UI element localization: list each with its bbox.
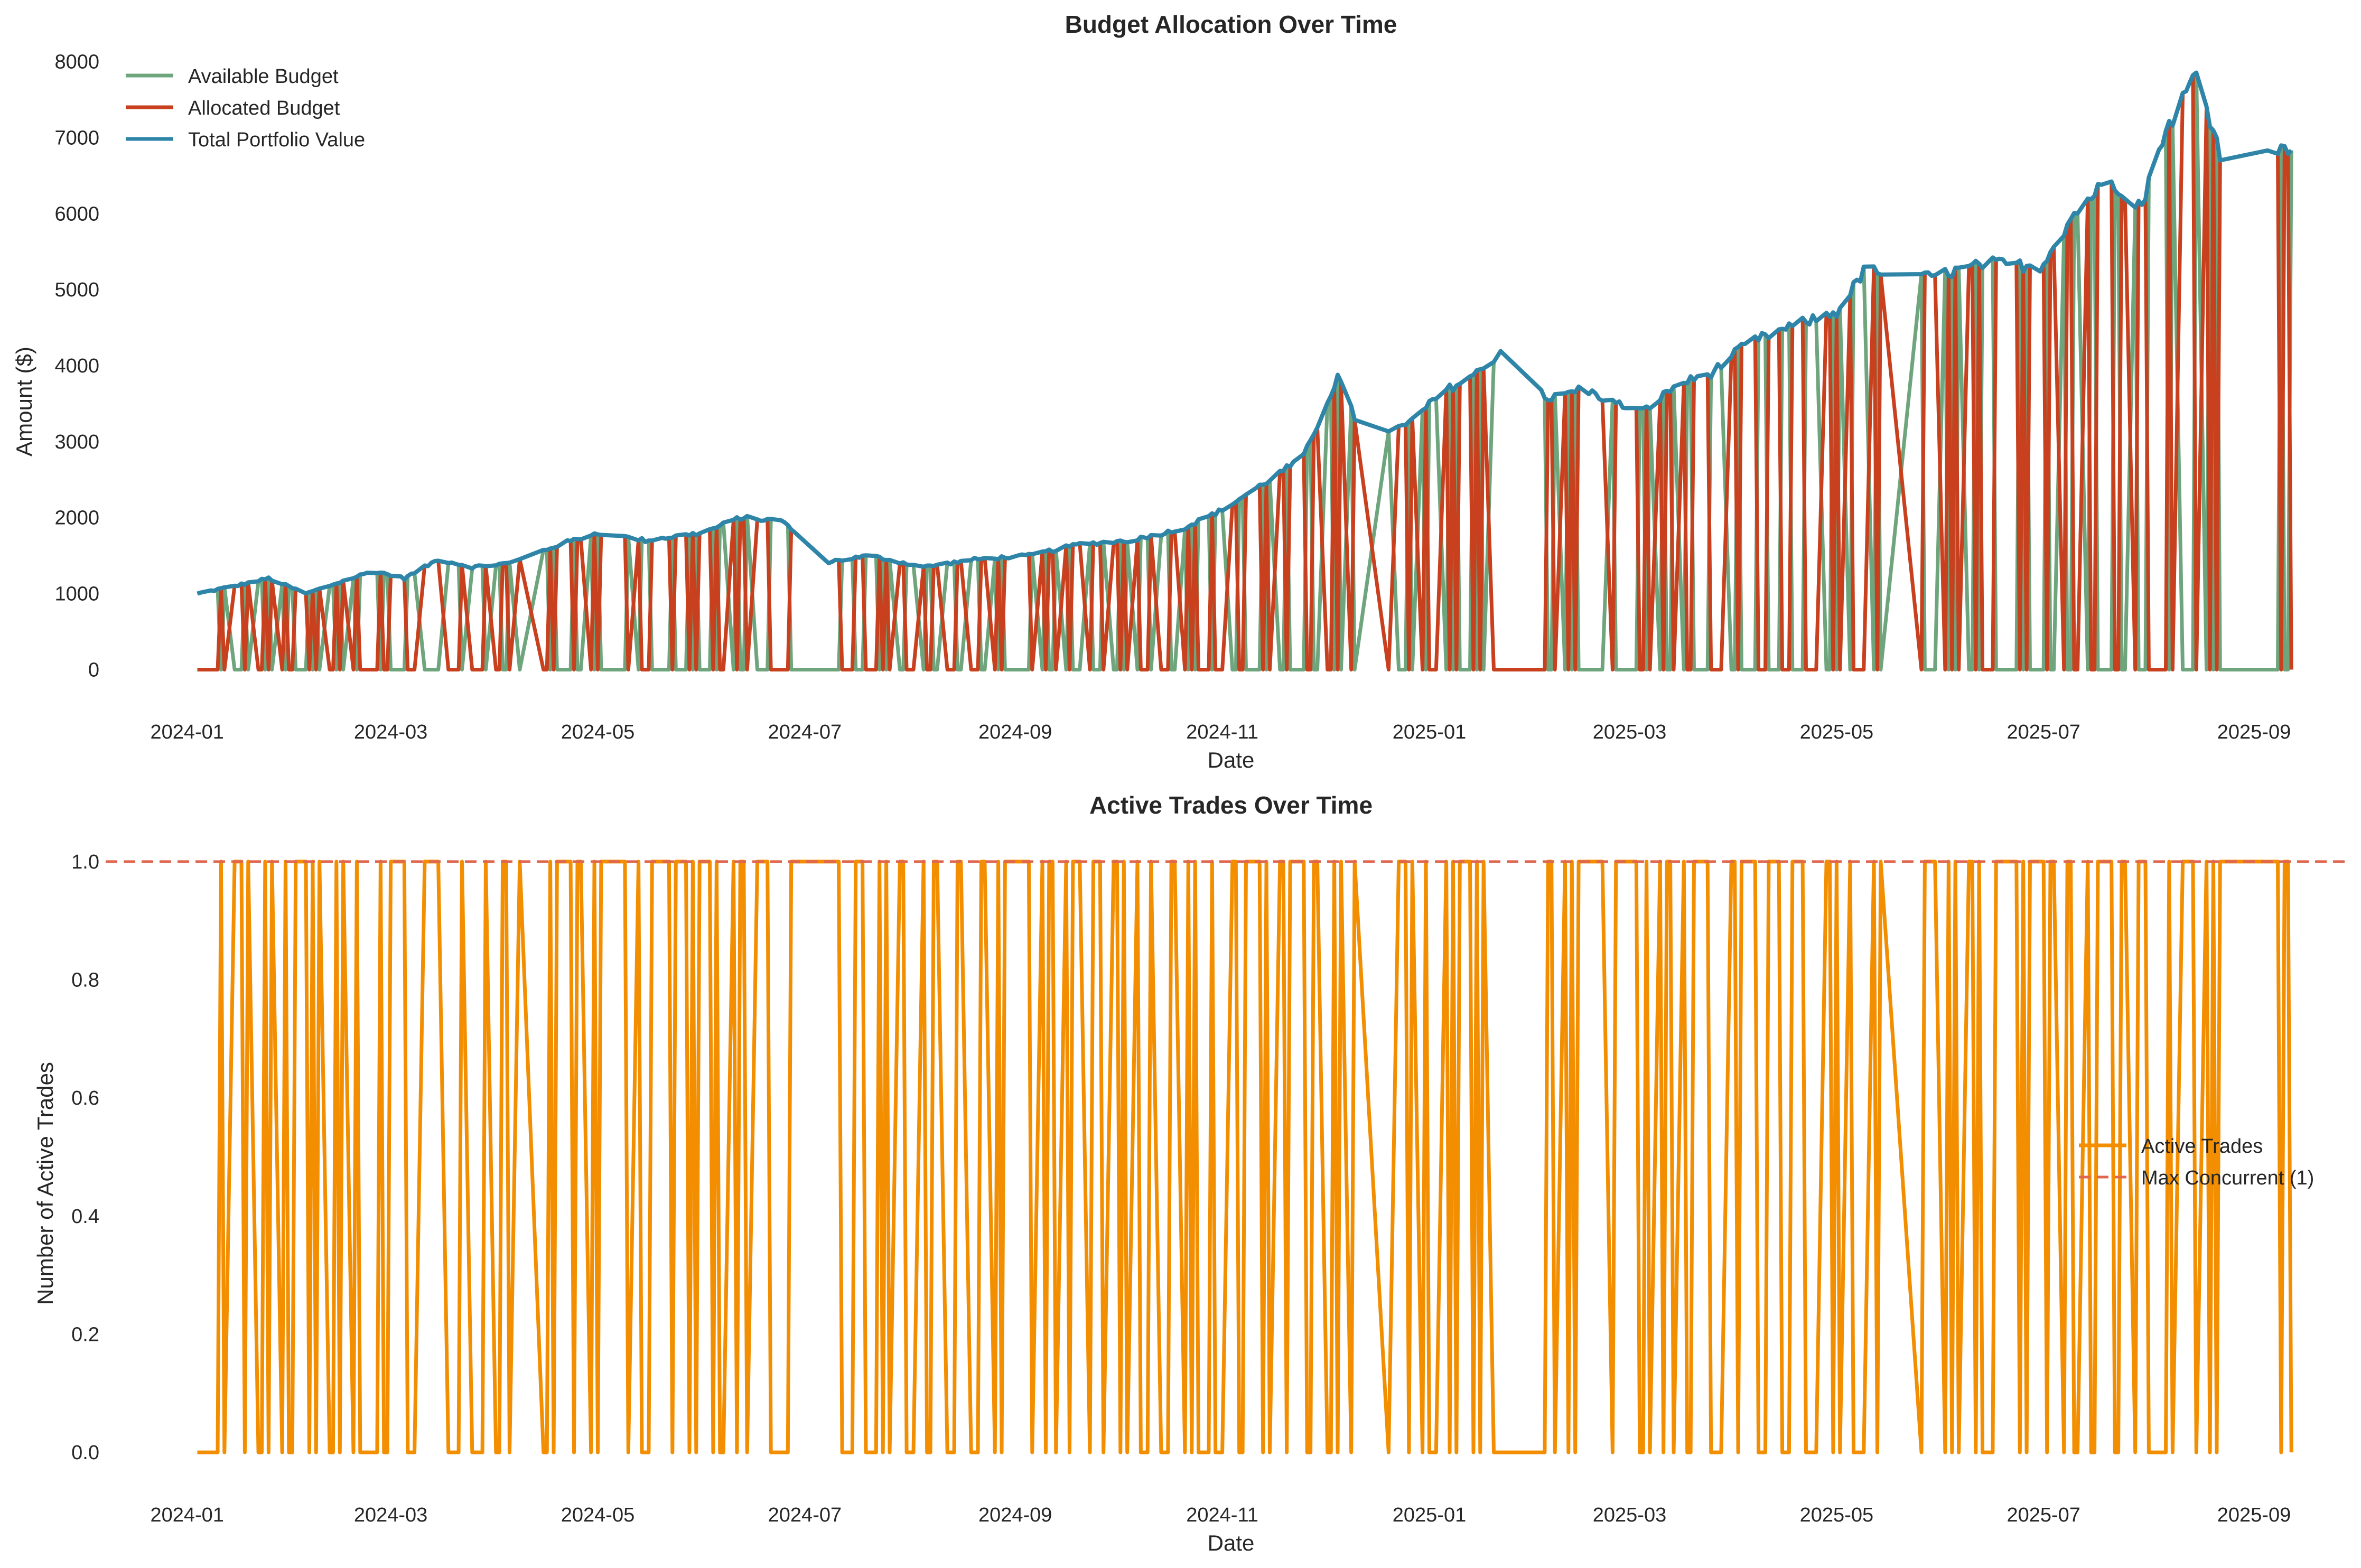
budget-chart-x-tick-label: 2024-09 [978, 721, 1052, 743]
budget-chart-legend: Available Budget Allocated Budget Total … [126, 66, 365, 151]
legend-label-total-portfolio-value: Total Portfolio Value [188, 129, 365, 151]
active-trades-chart-x-tick-label: 2025-07 [2007, 1504, 2080, 1526]
active-trades-chart-x-tick-label: 2024-11 [1186, 1504, 1258, 1526]
budget-chart-y-tick-label: 7000 [54, 127, 99, 149]
budget-chart-x-tick-label: 2024-01 [150, 721, 223, 743]
active-trades-chart-x-tick-label: 2025-03 [1593, 1504, 1666, 1526]
budget-chart-x-tick-label: 2025-05 [1800, 721, 1873, 743]
active-trades-chart-x-tick-label: 2025-09 [2217, 1504, 2291, 1526]
active-trades-chart-y-tick-label: 0.8 [71, 969, 99, 992]
active-trades-chart-title: Active Trades Over Time [1089, 791, 1373, 819]
active-trades-chart-y-ticks: 0.0 0.2 0.4 0.6 0.8 1.0 [71, 851, 99, 1464]
budget-chart-x-tick-label: 2024-03 [354, 721, 427, 743]
active-trades-chart-x-tick-label: 2024-01 [150, 1504, 223, 1526]
budget-chart-x-tick-label: 2025-01 [1393, 721, 1466, 743]
budget-chart-y-tick-label: 8000 [54, 51, 99, 73]
total-portfolio-value-line [197, 70, 2293, 596]
budget-chart-x-tick-label: 2025-09 [2217, 721, 2291, 743]
active-trades-chart: Active Trades Over Time Date Number of A… [33, 791, 2346, 1555]
budget-chart-plot-area [197, 70, 2293, 671]
active-trades-line [197, 860, 2293, 1454]
active-trades-chart-x-tick-label: 2025-05 [1800, 1504, 1873, 1526]
budget-chart-y-tick-label: 1000 [54, 583, 99, 605]
budget-chart-y-ticks: 0 1000 2000 3000 4000 5000 6000 7000 8000 [54, 51, 99, 682]
budget-chart: Budget Allocation Over Time Date Amount … [12, 11, 2293, 772]
budget-chart-y-tick-label: 5000 [54, 279, 99, 301]
budget-chart-x-tick-label: 2024-07 [768, 721, 842, 743]
active-trades-chart-ylabel: Number of Active Trades [33, 1062, 58, 1305]
budget-chart-title: Budget Allocation Over Time [1065, 11, 1397, 38]
legend-label-allocated-budget: Allocated Budget [188, 97, 340, 119]
budget-chart-x-ticks: 2024-01 2024-03 2024-05 2024-07 2024-09 2024-… [150, 721, 2291, 743]
active-trades-chart-y-tick-label: 1.0 [71, 851, 99, 873]
budget-chart-y-tick-label: 3000 [54, 431, 99, 453]
active-trades-chart-y-tick-label: 0.0 [71, 1442, 99, 1464]
active-trades-chart-x-tick-label: 2024-09 [978, 1504, 1052, 1526]
budget-chart-y-tick-label: 0 [88, 659, 99, 682]
active-trades-chart-legend: Active Trades Max Concurrent (1) [2079, 1135, 2314, 1189]
budget-chart-x-tick-label: 2024-11 [1186, 721, 1258, 743]
budget-chart-y-tick-label: 2000 [54, 507, 99, 529]
active-trades-chart-x-tick-label: 2024-07 [768, 1504, 842, 1526]
active-trades-chart-xlabel: Date [1208, 1530, 1255, 1555]
active-trades-chart-y-tick-label: 0.4 [71, 1206, 99, 1228]
budget-chart-y-tick-label: 6000 [54, 203, 99, 225]
budget-chart-xlabel: Date [1208, 748, 1255, 772]
budget-chart-x-tick-label: 2024-05 [561, 721, 634, 743]
budget-chart-x-tick-label: 2025-07 [2007, 721, 2080, 743]
active-trades-chart-x-tick-label: 2025-01 [1393, 1504, 1466, 1526]
legend-label-available-budget: Available Budget [188, 66, 339, 88]
active-trades-chart-x-ticks: 2024-01 2024-03 2024-05 2024-07 2024-09 2024-… [150, 1504, 2291, 1526]
active-trades-chart-y-tick-label: 0.2 [71, 1324, 99, 1346]
active-trades-chart-y-tick-label: 0.6 [71, 1087, 99, 1109]
active-trades-chart-x-tick-label: 2024-03 [354, 1504, 427, 1526]
legend-label-active-trades: Active Trades [2141, 1135, 2263, 1158]
active-trades-chart-x-tick-label: 2024-05 [561, 1504, 634, 1526]
legend-label-max-concurrent: Max Concurrent (1) [2141, 1167, 2314, 1189]
budget-chart-y-tick-label: 4000 [54, 355, 99, 377]
active-trades-chart-plot-area [106, 860, 2346, 1454]
budget-chart-ylabel: Amount ($) [12, 347, 36, 456]
budget-chart-x-tick-label: 2025-03 [1593, 721, 1666, 743]
